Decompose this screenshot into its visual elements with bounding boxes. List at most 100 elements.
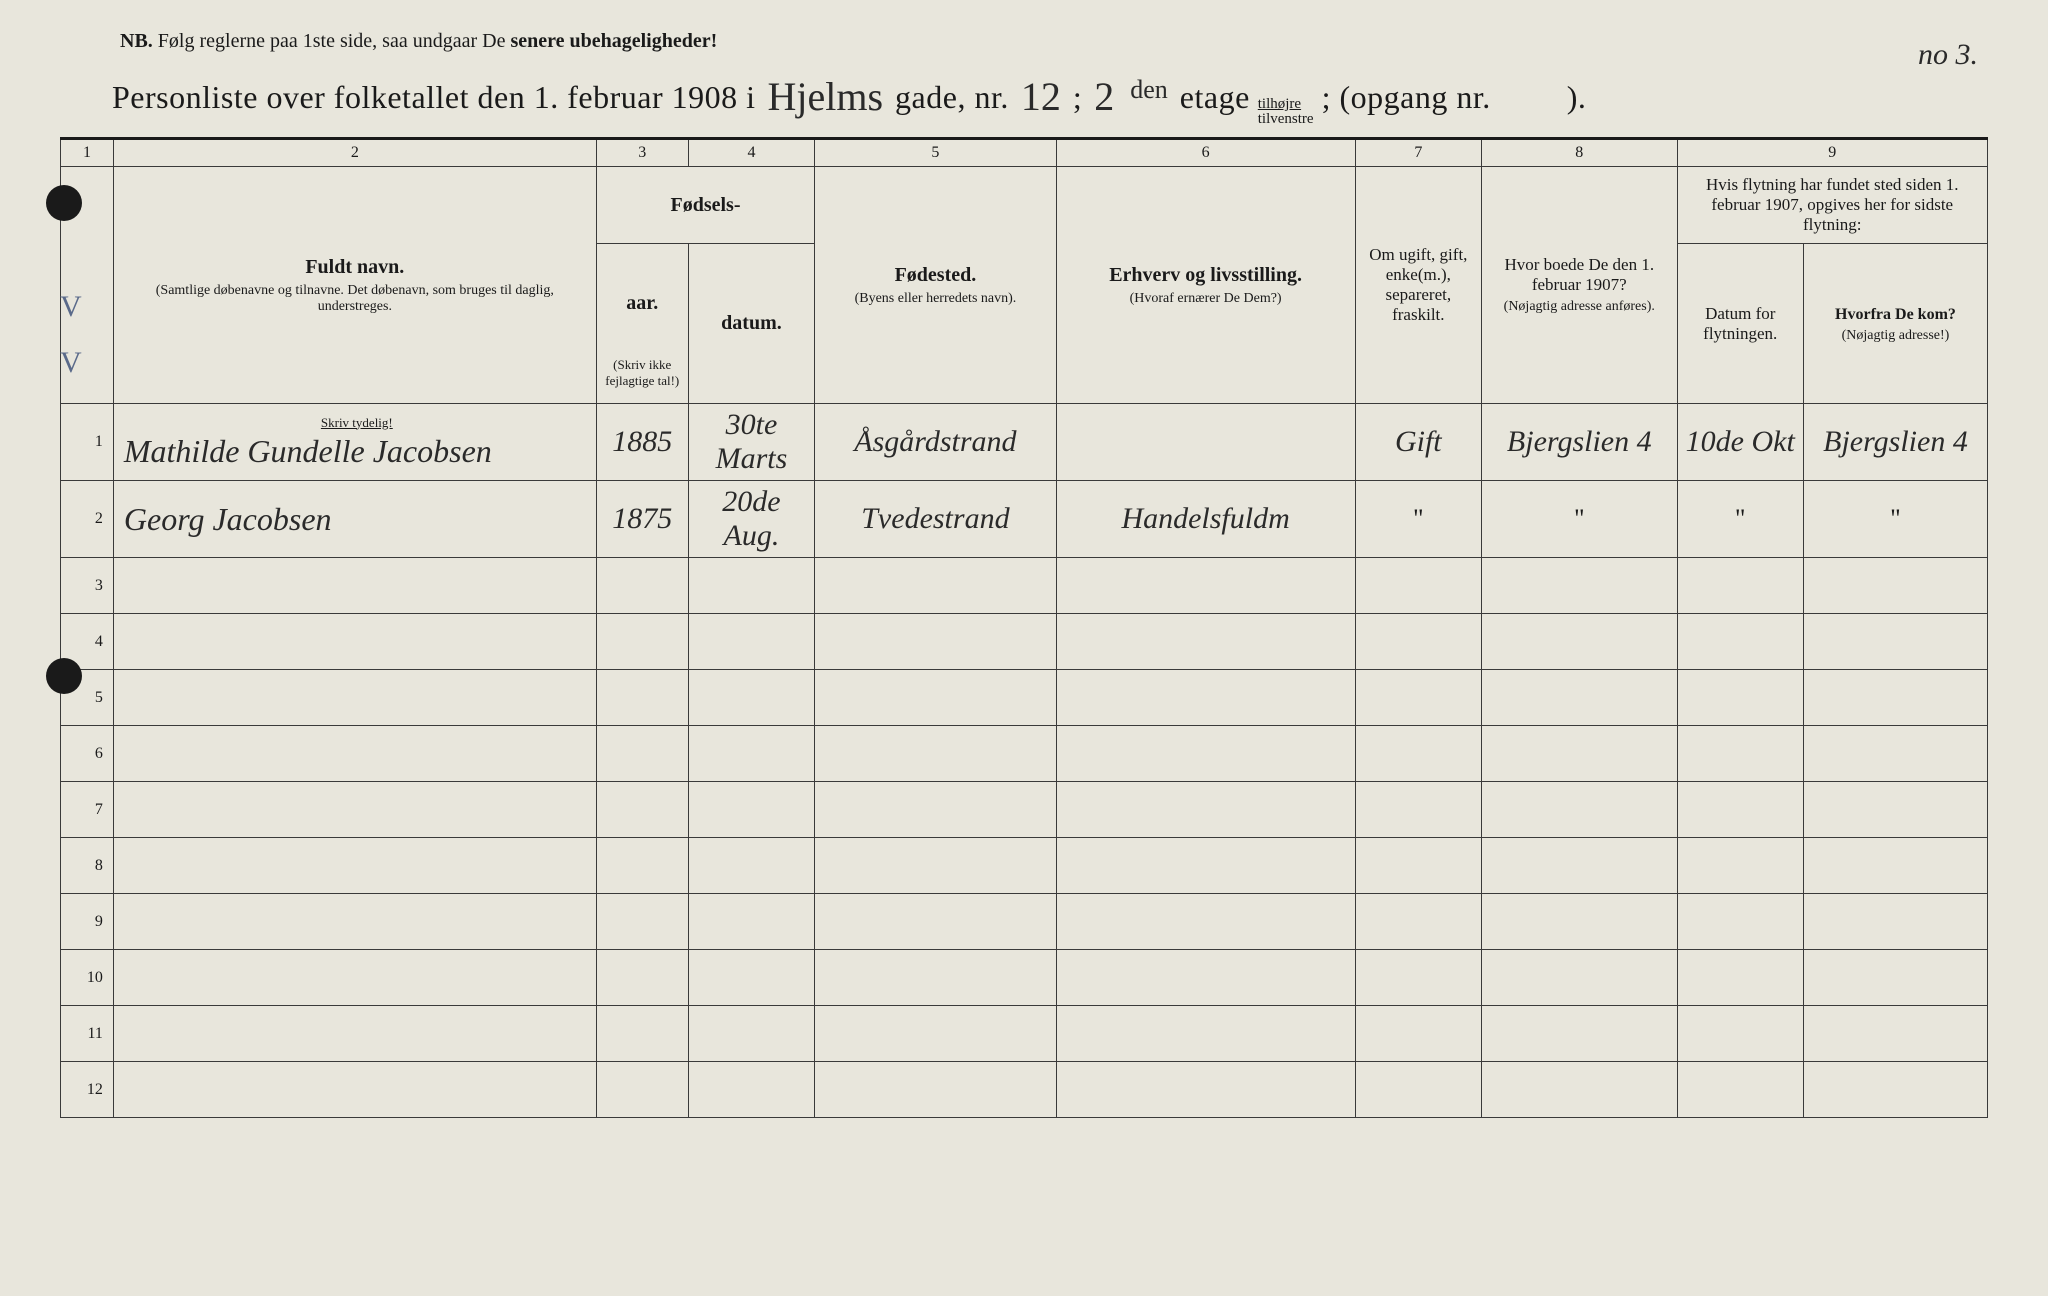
cell bbox=[113, 670, 596, 726]
cell-value: Handelsfuldm bbox=[1121, 502, 1289, 535]
cell bbox=[1355, 726, 1481, 782]
cell: Bjergslien 4 bbox=[1803, 404, 1987, 481]
col-num-6: 6 bbox=[1056, 140, 1355, 167]
cell-value: 12 bbox=[87, 1081, 103, 1098]
cell bbox=[596, 838, 688, 894]
cell-value: " bbox=[1890, 504, 1901, 533]
cell bbox=[1803, 894, 1987, 950]
col-num-9: 9 bbox=[1677, 140, 1988, 167]
table-row: 6 bbox=[61, 726, 1988, 782]
hdr-aar: aar. (Skriv ikke fejlagtige tal!) bbox=[596, 244, 688, 404]
cell bbox=[596, 950, 688, 1006]
cell bbox=[815, 726, 1056, 782]
hdr-datum: datum. bbox=[688, 244, 814, 404]
cell: 30te Marts bbox=[688, 404, 814, 481]
cell bbox=[1355, 950, 1481, 1006]
cell: 10 bbox=[61, 950, 114, 1006]
cell-value: Åsgårdstrand bbox=[854, 425, 1016, 458]
table-row: 5 bbox=[61, 670, 1988, 726]
cell-value: 10 bbox=[87, 969, 103, 986]
census-form-page: no 3. V V NB. Følg reglerne paa 1ste sid… bbox=[40, 30, 2008, 1266]
cell bbox=[1677, 950, 1803, 1006]
cell bbox=[1056, 838, 1355, 894]
cell bbox=[1482, 1062, 1677, 1118]
table-row: 12 bbox=[61, 1062, 1988, 1118]
cell: 10de Okt bbox=[1677, 404, 1803, 481]
margin-tick: V bbox=[60, 290, 82, 324]
cell-value: Gift bbox=[1395, 425, 1442, 458]
cell bbox=[815, 670, 1056, 726]
cell bbox=[815, 838, 1056, 894]
cell-value: " bbox=[1574, 504, 1585, 533]
cell-value: Georg Jacobsen bbox=[124, 501, 332, 537]
cell: 11 bbox=[61, 1006, 114, 1062]
cell bbox=[113, 1006, 596, 1062]
nb-text-b: senere ubehageligheder! bbox=[510, 30, 717, 52]
cell: Åsgårdstrand bbox=[815, 404, 1056, 481]
cell bbox=[688, 782, 814, 838]
cell bbox=[113, 838, 596, 894]
census-table: 1 2 3 4 5 6 7 8 9 Fuldt navn. (Samtlige … bbox=[60, 140, 1988, 1118]
cell bbox=[1056, 1006, 1355, 1062]
cell bbox=[1482, 558, 1677, 614]
table-row: 10 bbox=[61, 950, 1988, 1006]
col-num-8: 8 bbox=[1482, 140, 1677, 167]
cell: Tvedestrand bbox=[815, 481, 1056, 558]
title-gade: gade, nr. bbox=[895, 79, 1009, 116]
cell bbox=[1056, 614, 1355, 670]
cell bbox=[1482, 782, 1677, 838]
cell-value: Tvedestrand bbox=[861, 502, 1009, 535]
cell bbox=[688, 1006, 814, 1062]
cell bbox=[1355, 558, 1481, 614]
cell bbox=[1355, 1006, 1481, 1062]
hdr-status: Om ugift, gift, enke(m.), separeret, fra… bbox=[1355, 167, 1481, 404]
cell: Georg Jacobsen bbox=[113, 481, 596, 558]
cell bbox=[688, 614, 814, 670]
margin-note: no 3. bbox=[1918, 38, 1978, 72]
side-bot: tilvenstre bbox=[1258, 112, 1314, 127]
cell: " bbox=[1677, 481, 1803, 558]
cell bbox=[1482, 950, 1677, 1006]
cell bbox=[113, 558, 596, 614]
table-row: 2Georg Jacobsen187520de Aug.TvedestrandH… bbox=[61, 481, 1988, 558]
cell: 1885 bbox=[596, 404, 688, 481]
cell: " bbox=[1482, 481, 1677, 558]
cell-value: 20de Aug. bbox=[722, 485, 780, 552]
table-row: 4 bbox=[61, 614, 1988, 670]
cell bbox=[1056, 558, 1355, 614]
cell-value: 6 bbox=[95, 745, 103, 762]
cell-value: 8 bbox=[95, 857, 103, 874]
cell bbox=[1677, 558, 1803, 614]
cell bbox=[688, 726, 814, 782]
cell bbox=[815, 950, 1056, 1006]
cell bbox=[1482, 614, 1677, 670]
cell-value: Bjergslien 4 bbox=[1507, 425, 1652, 458]
cell: 9 bbox=[61, 894, 114, 950]
cell bbox=[113, 726, 596, 782]
cell bbox=[1803, 782, 1987, 838]
title-etage: etage bbox=[1180, 79, 1250, 116]
title-close: ). bbox=[1567, 79, 1587, 116]
cell bbox=[113, 1062, 596, 1118]
cell bbox=[815, 558, 1056, 614]
cell bbox=[1803, 726, 1987, 782]
cell: 7 bbox=[61, 782, 114, 838]
cell: 20de Aug. bbox=[688, 481, 814, 558]
col-num-7: 7 bbox=[1355, 140, 1481, 167]
cell bbox=[1803, 614, 1987, 670]
cell bbox=[596, 670, 688, 726]
col-num-3: 3 bbox=[596, 140, 688, 167]
street-name: Hjelms bbox=[763, 73, 887, 120]
cell bbox=[1803, 1006, 1987, 1062]
cell bbox=[1482, 894, 1677, 950]
column-number-row: 1 2 3 4 5 6 7 8 9 bbox=[61, 140, 1988, 167]
cell bbox=[688, 894, 814, 950]
cell bbox=[113, 782, 596, 838]
cell-value: 3 bbox=[95, 577, 103, 594]
cell bbox=[1677, 1006, 1803, 1062]
cell bbox=[815, 782, 1056, 838]
cell: 8 bbox=[61, 838, 114, 894]
cell bbox=[1056, 950, 1355, 1006]
cell bbox=[596, 726, 688, 782]
cell bbox=[113, 950, 596, 1006]
